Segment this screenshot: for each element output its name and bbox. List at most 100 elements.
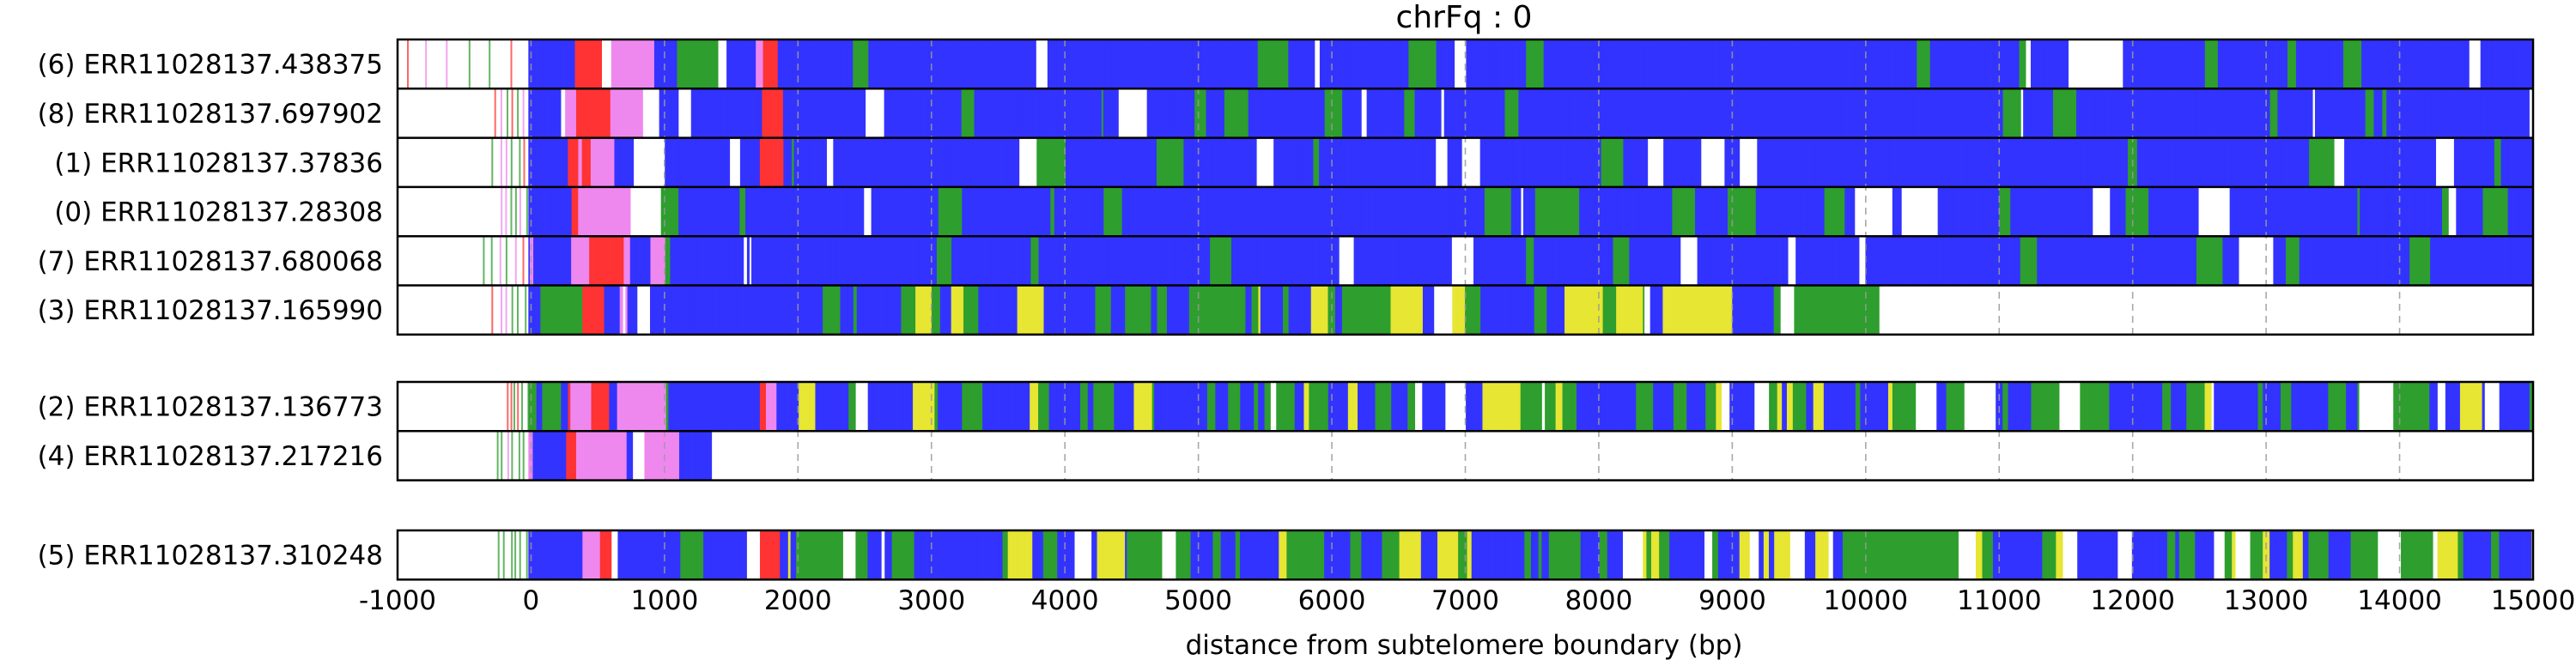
read-segment bbox=[1283, 285, 1288, 335]
read-segment bbox=[985, 88, 992, 138]
read-segment bbox=[629, 39, 632, 89]
read-segment bbox=[909, 39, 914, 89]
read-segment bbox=[2111, 137, 2121, 187]
read-segment bbox=[1769, 530, 1775, 580]
read-segment bbox=[974, 88, 979, 138]
read-segment bbox=[1679, 236, 1681, 286]
read-segment bbox=[1371, 39, 1376, 89]
read-segment bbox=[1206, 39, 1215, 89]
read-segment bbox=[568, 137, 573, 187]
read-segment bbox=[1240, 530, 1249, 580]
read-segment bbox=[1494, 382, 1503, 432]
read-segment bbox=[827, 39, 835, 89]
read-segment bbox=[1548, 530, 1554, 580]
read-segment bbox=[959, 285, 962, 335]
chart-title: chrFq : 0 bbox=[1396, 0, 1533, 35]
read-segment bbox=[1914, 88, 1923, 138]
read-segment bbox=[558, 137, 565, 187]
read-segment bbox=[1109, 530, 1115, 580]
read-segment bbox=[1797, 530, 1802, 580]
read-segment bbox=[561, 88, 566, 138]
read-segment bbox=[1718, 382, 1722, 432]
read-segment bbox=[1056, 39, 1062, 89]
read-segment bbox=[2166, 88, 2171, 138]
read-segment bbox=[2340, 137, 2345, 187]
read-segment bbox=[1858, 88, 1862, 138]
read-segment bbox=[990, 285, 998, 335]
read-segment bbox=[2141, 236, 2143, 286]
read-segment bbox=[1159, 236, 1169, 286]
read-segment bbox=[803, 88, 812, 138]
read-segment bbox=[1333, 88, 1337, 138]
read-segment bbox=[1434, 285, 1441, 335]
read-segment bbox=[2488, 186, 2492, 237]
read-segment bbox=[2474, 382, 2482, 432]
read-segment bbox=[1925, 88, 1933, 138]
read-segment bbox=[1831, 39, 1837, 89]
read-segment bbox=[1749, 530, 1755, 580]
read-segment bbox=[759, 137, 769, 187]
read-segment bbox=[2014, 236, 2021, 286]
read-segment bbox=[671, 39, 677, 89]
read-segment bbox=[805, 236, 809, 286]
read-segment bbox=[1130, 88, 1139, 138]
read-segment bbox=[1967, 137, 1974, 187]
read-segment bbox=[1597, 88, 1603, 138]
read-segment bbox=[778, 236, 781, 286]
read-segment bbox=[1065, 137, 1070, 187]
read-segment bbox=[657, 236, 660, 286]
read-segment bbox=[2023, 186, 2032, 237]
read-segment bbox=[1501, 236, 1510, 286]
read-segment bbox=[732, 285, 739, 335]
read-segment bbox=[1043, 285, 1051, 335]
read-segment bbox=[998, 285, 1002, 335]
read-segment bbox=[489, 39, 491, 89]
read-segment bbox=[1578, 382, 1586, 432]
read-segment bbox=[762, 382, 767, 432]
read-segment bbox=[1804, 530, 1813, 580]
read-segment bbox=[1229, 236, 1232, 286]
read-segment bbox=[801, 137, 809, 187]
read-segment bbox=[1075, 285, 1084, 335]
read-segment bbox=[2151, 236, 2158, 286]
read-segment bbox=[1924, 39, 1931, 89]
read-segment bbox=[1851, 137, 1859, 187]
read-segment bbox=[2120, 530, 2124, 580]
read-segment bbox=[615, 236, 624, 286]
read-segment bbox=[2286, 236, 2291, 286]
read-segment bbox=[544, 431, 549, 481]
read-segment bbox=[1473, 137, 1481, 187]
read-segment bbox=[630, 285, 638, 335]
read-segment bbox=[581, 137, 589, 187]
read-segment bbox=[2438, 88, 2442, 138]
read-segment bbox=[763, 530, 767, 580]
read-segment bbox=[2328, 382, 2336, 432]
read-segment bbox=[1868, 137, 1873, 187]
read-segment bbox=[1401, 39, 1409, 89]
read-segment bbox=[1576, 382, 1580, 432]
read-segment bbox=[1200, 285, 1206, 335]
read-segment bbox=[1018, 137, 1020, 187]
read-segment bbox=[1618, 186, 1626, 237]
read-segment bbox=[2066, 236, 2072, 286]
read-segment bbox=[999, 39, 1002, 89]
read-segment bbox=[1938, 137, 1948, 187]
read-segment bbox=[2403, 88, 2411, 138]
read-label: (2) ERR11028137.136773 bbox=[38, 392, 383, 423]
read-segment bbox=[1351, 39, 1358, 89]
read-segment bbox=[1413, 186, 1421, 237]
read-segment bbox=[1209, 285, 1212, 335]
read-segment bbox=[1517, 137, 1522, 187]
read-segment bbox=[640, 137, 648, 187]
read-segment bbox=[770, 39, 779, 89]
read-segment bbox=[1892, 382, 1898, 432]
read-segment bbox=[2228, 530, 2233, 580]
read-segment bbox=[1370, 137, 1376, 187]
read-segment bbox=[619, 285, 623, 335]
read-segment bbox=[1773, 285, 1782, 335]
read-segment bbox=[2050, 39, 2059, 89]
read-segment bbox=[551, 88, 556, 138]
read-segment bbox=[1723, 236, 1732, 286]
read-segment bbox=[2227, 530, 2230, 580]
read-segment bbox=[1173, 285, 1180, 335]
